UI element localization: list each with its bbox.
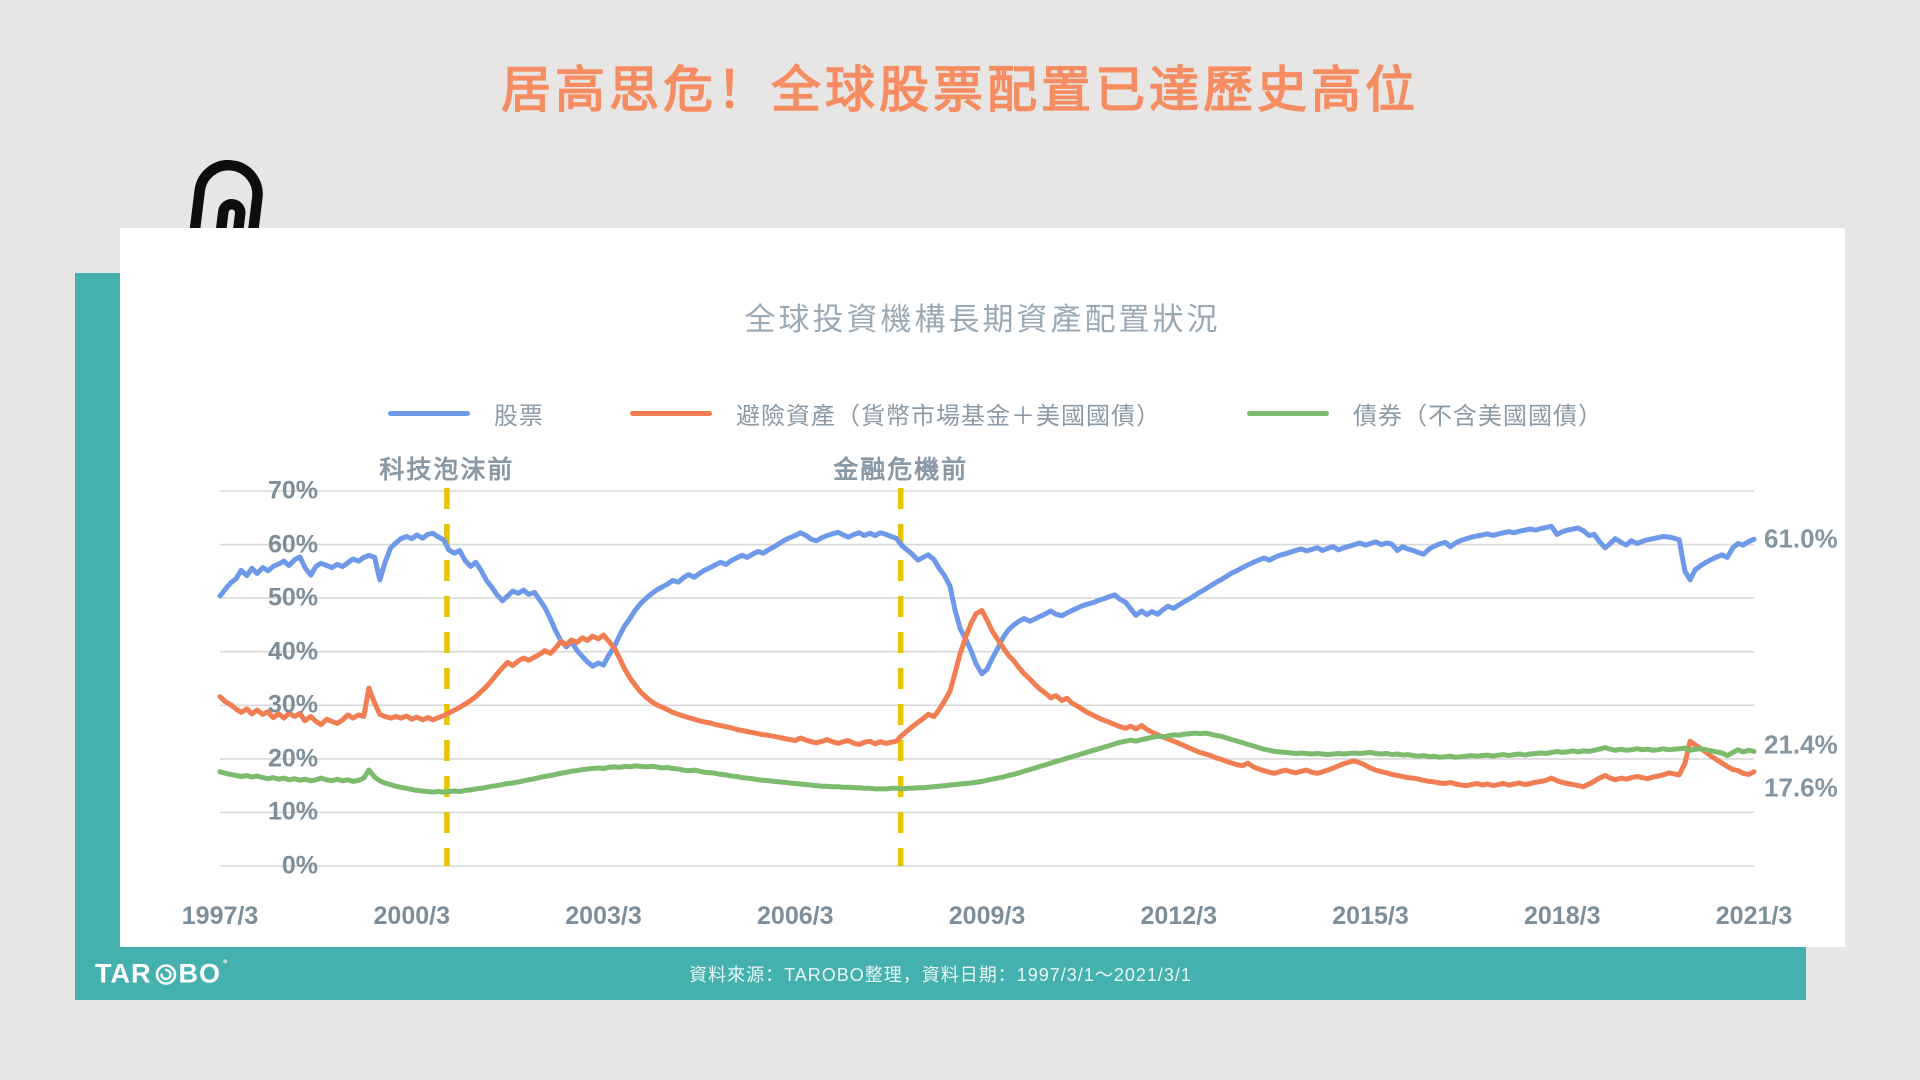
logo-swirl-o-icon [155,963,176,985]
legend-label-bonds: 債券（不含美國國債） [1353,403,1603,430]
haven-line-swatch-icon [630,411,712,416]
y-axis-tick-label: 40% [267,637,318,666]
x-axis-tick-label: 2003/3 [565,902,642,930]
bonds-line-swatch-icon [1247,411,1329,416]
legend-item-haven-assets: 避險資產（貨幣市場基金＋美國國債） [630,396,1161,431]
y-axis-tick-label: 10% [267,797,318,826]
end-value-bonds: 21.4% [1764,729,1838,760]
chart-card: 全球投資機構長期資產配置狀況 股票 避險資產（貨幣市場基金＋美國國債） 債券（不… [120,228,1845,947]
y-axis-tick-label: 60% [267,530,318,559]
x-axis-tick-label: 2015/3 [1332,902,1409,930]
stocks-line-swatch-icon [388,411,470,416]
footer-bar: 資料來源：TAROBO整理，資料日期：1997/3/1～2021/3/1 TAR… [75,947,1806,1000]
page-title: 居高思危！全球股票配置已達歷史高位 [501,62,1419,118]
y-axis-tick-label: 50% [267,583,318,612]
annotation-financial-crisis: 金融危機前 [833,456,969,484]
x-axis-tick-label: 2006/3 [757,902,834,930]
data-source-text: 資料來源：TAROBO整理，資料日期：1997/3/1～2021/3/1 [689,964,1192,985]
tarobo-logo: TAR BO ° [95,958,229,988]
y-axis-tick-label: 70% [267,476,318,505]
x-axis-tick-label: 2012/3 [1140,902,1217,930]
logo-text-suffix: BO [178,958,221,988]
logo-text-prefix: TAR [95,958,152,988]
logo-trademark-mark: ° [223,958,229,970]
x-axis-tick-label: 2009/3 [948,902,1026,930]
legend-label-haven-assets: 避險資產（貨幣市場基金＋美國國債） [736,403,1161,430]
end-value-stocks: 61.0% [1764,523,1838,554]
x-axis-tick-label: 2021/3 [1715,902,1793,930]
annotation-tech-bubble: 科技泡沫前 [379,456,515,484]
line-chart-plot [217,488,1757,867]
y-axis-tick-label: 0% [281,851,318,880]
y-axis-tick-label: 30% [267,690,318,719]
x-axis-tick-label: 2018/3 [1524,902,1601,930]
x-axis-tick-label: 1997/3 [181,902,259,930]
end-value-haven-assets: 17.6% [1764,772,1838,803]
chart-title: 全球投資機構長期資產配置狀況 [744,302,1221,337]
legend-label-stocks: 股票 [494,403,544,430]
y-axis-tick-label: 20% [267,744,318,773]
legend-item-bonds: 債券（不含美國國債） [1247,396,1603,431]
legend-item-stocks: 股票 [388,396,544,431]
x-axis-tick-label: 2000/3 [373,902,450,930]
chart-legend: 股票 避險資產（貨幣市場基金＋美國國債） 債券（不含美國國債） [388,396,1603,431]
